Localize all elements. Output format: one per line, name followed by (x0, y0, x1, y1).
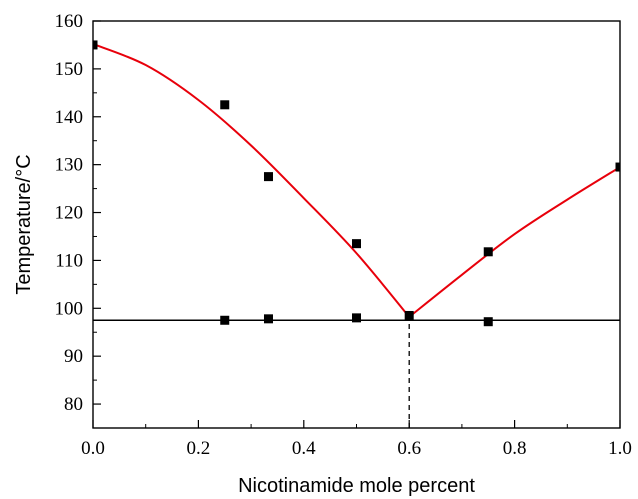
x-tick-label: 0.8 (503, 438, 527, 459)
y-tick-label: 80 (64, 394, 83, 415)
data-point (352, 313, 361, 323)
x-tick-label: 0.0 (81, 438, 105, 459)
axis-layer: 0.0 0.2 0.4 0.6 0.8 1.0 80 90 100 110 120 130 140 150… (55, 11, 632, 459)
y-tick-label: 130 (55, 155, 84, 176)
x-tick-label: 0.4 (292, 438, 316, 459)
data-point (483, 317, 493, 327)
y-tick-label: 160 (55, 11, 84, 32)
y-tick-label: 150 (55, 59, 84, 80)
data-point (263, 314, 273, 324)
x-tick-label: 0.2 (187, 438, 211, 459)
liquidus-curve-right (408, 166, 620, 318)
data-point (615, 162, 620, 172)
data-point (404, 310, 414, 320)
y-tick-label: 110 (55, 250, 83, 271)
x-tick-label: 1.0 (608, 438, 632, 459)
y-tick-label: 100 (55, 298, 84, 319)
x-axis-title: Nicotinamide mole percent (238, 475, 475, 497)
data-point (352, 239, 361, 249)
data-point (220, 315, 230, 325)
data-point (220, 100, 230, 110)
y-axis-title: Temperature/°C (13, 154, 35, 294)
y-tick-label: 90 (64, 346, 83, 367)
liquidus-curve-left (93, 43, 410, 318)
data-point (263, 172, 273, 182)
y-tick-label: 140 (55, 107, 84, 128)
data-point (483, 247, 493, 257)
plot-layer (93, 40, 620, 428)
x-tick-label: 0.6 (397, 438, 421, 459)
y-tick-label: 120 (55, 203, 84, 224)
